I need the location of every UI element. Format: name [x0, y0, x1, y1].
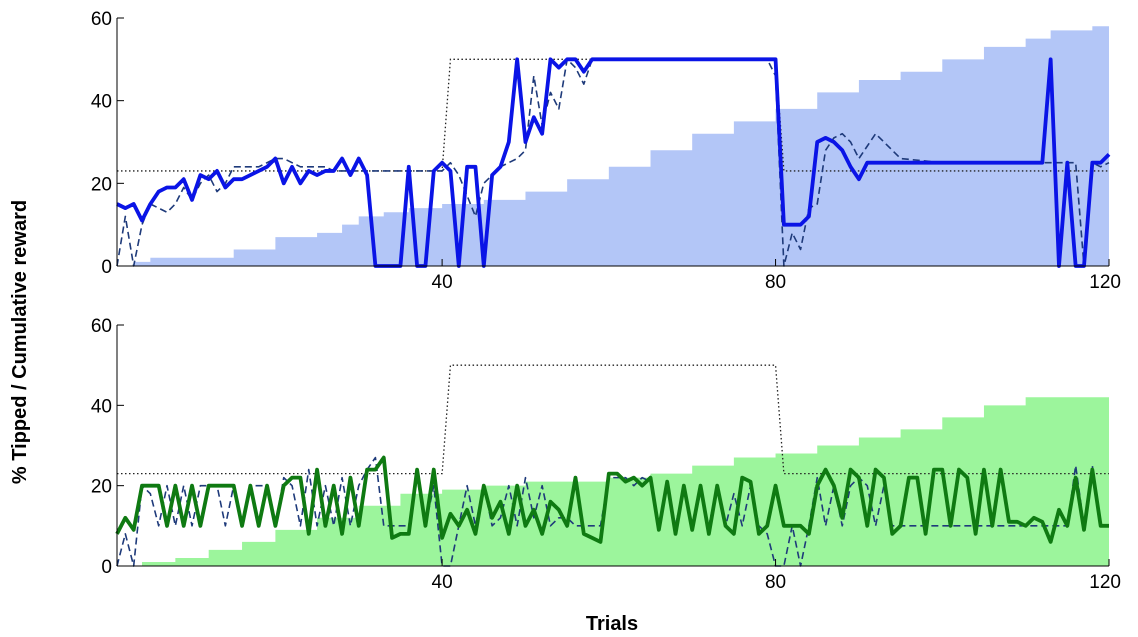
bottom-y-tick-label: 0 — [101, 557, 112, 578]
x-axis-label: Trials — [586, 613, 638, 635]
top-cumulative-reward-area — [117, 26, 1109, 267]
bottom-x-tick-label: 120 — [1089, 572, 1121, 593]
top-y-tick-label: 20 — [91, 174, 112, 195]
bottom-y-tick-label: 60 — [91, 316, 112, 337]
bottom-panel: 0 20 40 60 40 80 120 — [91, 316, 1121, 593]
bottom-cumulative-reward-area — [117, 397, 1109, 566]
top-y-tick-label: 0 — [101, 257, 112, 278]
bottom-solid-series — [115, 455, 1109, 544]
bottom-x-tick-label: 80 — [765, 572, 786, 593]
top-x-tick-label: 40 — [432, 272, 453, 293]
top-x-tick-label: 120 — [1089, 272, 1121, 293]
y-axis-label: % Tipped / Cumulative reward — [9, 200, 31, 484]
bottom-y-tick-label: 20 — [91, 477, 112, 498]
bottom-reference-line — [117, 364, 1109, 475]
top-panel: 0 20 40 60 40 80 120 — [91, 9, 1121, 293]
bottom-y-tick-label: 40 — [91, 396, 112, 417]
bottom-x-tick-label: 40 — [432, 572, 453, 593]
top-y-tick-label: 40 — [91, 92, 112, 113]
top-solid-series — [116, 57, 1111, 268]
top-reference-line — [117, 58, 1109, 172]
top-y-tick-label: 60 — [91, 9, 112, 30]
top-dashed-series — [116, 58, 1110, 267]
top-x-tick-label: 80 — [765, 272, 786, 293]
